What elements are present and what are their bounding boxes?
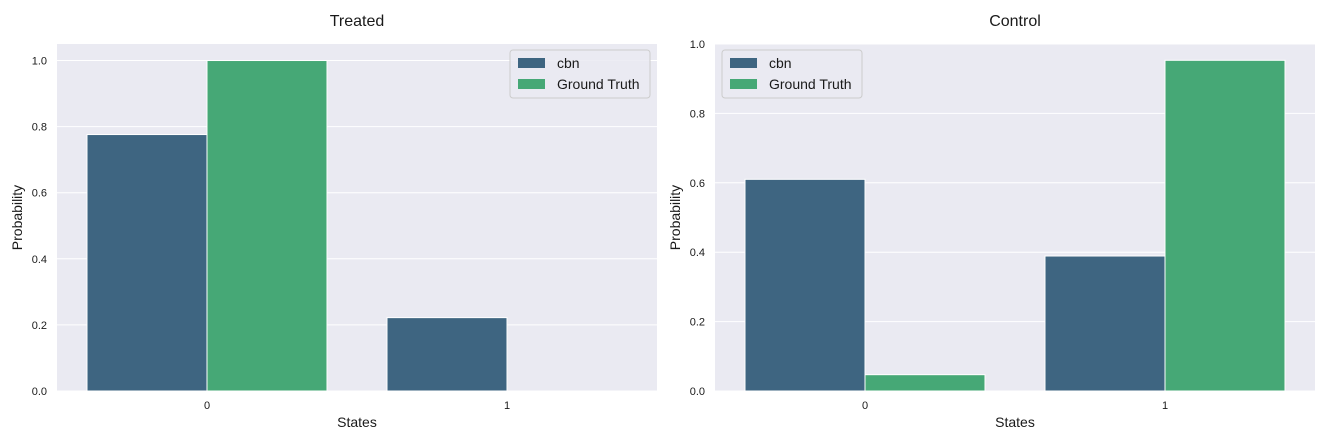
chart-title: Control — [989, 13, 1041, 30]
x-tick-label: 1 — [1162, 400, 1168, 412]
y-tick-label: 0.2 — [32, 320, 47, 332]
chart-panel-treated: 0.0 0.2 0.4 0.6 0.8 1.0 0 1 Treated States Probabi… — [9, 13, 657, 430]
y-tick-label: 0.6 — [32, 188, 47, 200]
legend-label: cbn — [769, 55, 792, 71]
y-tick-label: 0.8 — [32, 122, 47, 134]
bar-ground-truth-state-0 — [864, 374, 986, 392]
y-tick-label: 0.6 — [690, 178, 705, 190]
y-tick-label: 0.0 — [690, 386, 705, 398]
bar-cbn-state-1 — [386, 317, 508, 392]
bar-cbn-state-0 — [744, 178, 866, 392]
legend-swatch — [518, 58, 545, 68]
y-axis-label: Probability — [9, 185, 25, 250]
x-axis-label: States — [995, 414, 1035, 430]
bar-cbn-state-1 — [1044, 255, 1166, 392]
x-axis-label: States — [337, 414, 377, 430]
y-tick-label: 1.0 — [690, 39, 705, 51]
chart-panel-control: 0.0 0.2 0.4 0.6 0.8 1.0 0 1 Control States Probabi… — [667, 13, 1315, 430]
bar-ground-truth-state-1 — [1164, 59, 1286, 392]
x-tick-label: 0 — [204, 400, 210, 412]
y-tick-label: 0.4 — [32, 254, 47, 266]
legend-swatch — [518, 79, 545, 89]
legend-swatch — [730, 79, 757, 89]
legend-label: Ground Truth — [557, 76, 640, 92]
legend-label: Ground Truth — [769, 76, 852, 92]
y-tick-label: 0.2 — [690, 317, 705, 329]
bar-cbn-state-0 — [86, 134, 208, 392]
legend-swatch — [730, 58, 757, 68]
y-axis-label: Probability — [667, 185, 683, 250]
y-tick-label: 0.8 — [690, 108, 705, 120]
y-tick-label: 0.0 — [32, 386, 47, 398]
legend: cbn Ground Truth — [509, 49, 651, 99]
x-tick-label: 1 — [504, 400, 510, 412]
x-tick-label: 0 — [862, 400, 868, 412]
y-tick-label: 0.4 — [690, 247, 705, 259]
chart-title: Treated — [330, 13, 385, 30]
bar-ground-truth-state-0 — [206, 60, 328, 392]
legend: cbn Ground Truth — [721, 49, 863, 99]
legend-label: cbn — [557, 55, 580, 71]
y-tick-label: 1.0 — [32, 56, 47, 68]
